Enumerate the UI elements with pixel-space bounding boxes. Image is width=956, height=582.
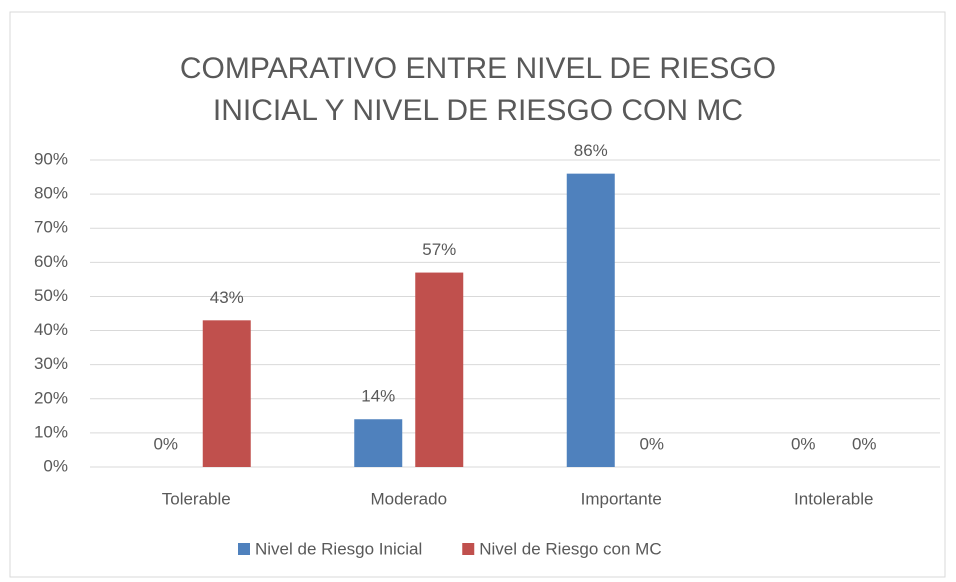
- x-tick-label: Intolerable: [794, 489, 873, 508]
- y-tick-label: 30%: [34, 354, 68, 373]
- y-tick-label: 10%: [34, 422, 68, 441]
- y-tick-label: 80%: [34, 184, 68, 203]
- legend-label: Nivel de Riesgo Inicial: [255, 539, 422, 558]
- legend-swatch: [238, 543, 250, 555]
- chart-title: COMPARATIVO ENTRE NIVEL DE RIESGO INICIA…: [179, 52, 777, 127]
- bar: [566, 173, 615, 467]
- y-tick-label: 0%: [43, 456, 68, 475]
- y-tick-label: 40%: [34, 320, 68, 339]
- data-label: 43%: [210, 288, 244, 307]
- data-label: 0%: [639, 434, 664, 453]
- bar: [415, 272, 464, 467]
- legend-label: Nivel de Riesgo con MC: [479, 539, 661, 558]
- data-label: 0%: [153, 434, 178, 453]
- data-label: 0%: [852, 434, 877, 453]
- data-label: 0%: [791, 434, 816, 453]
- bar: [354, 419, 403, 467]
- chart-border: [9, 11, 946, 578]
- data-label: 57%: [422, 240, 456, 259]
- data-label: 14%: [361, 387, 395, 406]
- bar: [202, 320, 251, 467]
- y-tick-label: 60%: [34, 252, 68, 271]
- y-tick-label: 70%: [34, 218, 68, 237]
- legend-swatch: [462, 543, 475, 555]
- x-tick-label: Tolerable: [162, 489, 231, 508]
- data-label: 86%: [574, 141, 608, 160]
- x-tick-label: Importante: [581, 489, 662, 508]
- x-tick-label: Moderado: [370, 489, 447, 508]
- y-tick-label: 20%: [34, 388, 68, 407]
- y-tick-label: 50%: [34, 286, 68, 305]
- y-tick-label: 90%: [34, 149, 68, 168]
